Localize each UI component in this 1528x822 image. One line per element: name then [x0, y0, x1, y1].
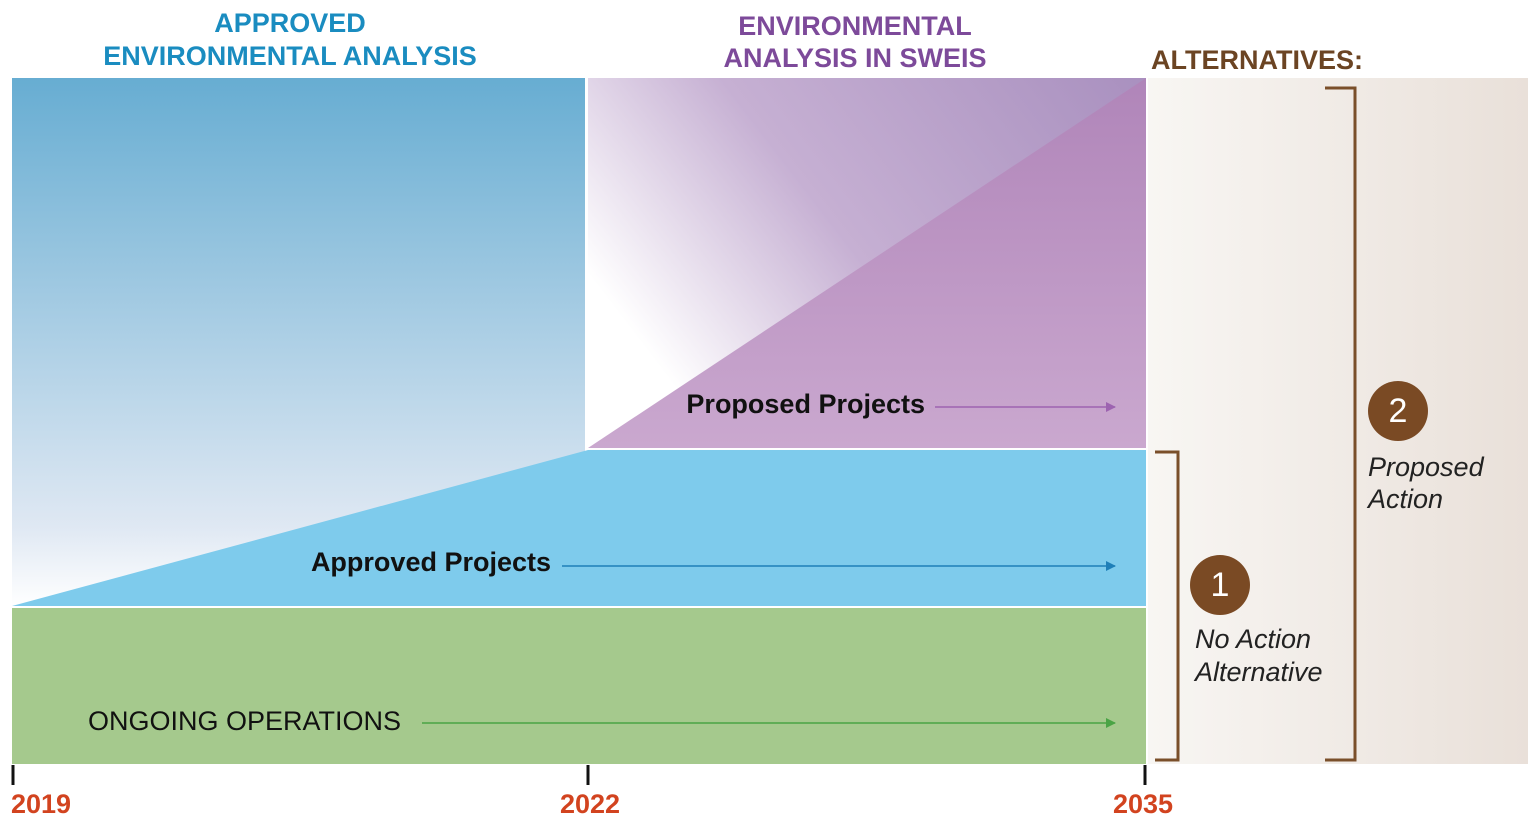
header-text: ALTERNATIVES:	[1151, 45, 1363, 75]
header-text: ANALYSIS IN SWEIS	[723, 43, 986, 73]
band-label: Approved Projects	[311, 547, 551, 577]
header-text: ENVIRONMENTAL	[738, 11, 972, 41]
year-label: 2022	[560, 789, 620, 819]
year-label: 2035	[1113, 789, 1173, 819]
alternative-label: No Action	[1195, 624, 1311, 654]
alternative-badge	[1190, 555, 1250, 615]
bracket	[1325, 86, 1357, 762]
timeline-ticks	[11, 765, 1147, 785]
band-label: ONGOING OPERATIONS	[88, 706, 401, 736]
alternative-number: 2	[1389, 392, 1408, 430]
year-label: 2019	[11, 789, 71, 819]
alternative-number: 1	[1211, 566, 1230, 604]
approved-band	[12, 450, 1146, 606]
bracket	[1155, 450, 1180, 762]
alternative-badge	[1368, 381, 1428, 441]
alternative-label: Alternative	[1193, 657, 1323, 687]
header-text: APPROVED	[214, 8, 366, 38]
alternative-label: Action	[1366, 484, 1443, 514]
alternative-label: Proposed	[1368, 452, 1485, 482]
ongoing-band	[12, 608, 1146, 764]
proposed-wedge	[588, 78, 1146, 448]
band-label: Proposed Projects	[686, 389, 925, 419]
header-text: ENVIRONMENTAL ANALYSIS	[103, 41, 477, 71]
alternatives-panel	[1148, 78, 1528, 764]
